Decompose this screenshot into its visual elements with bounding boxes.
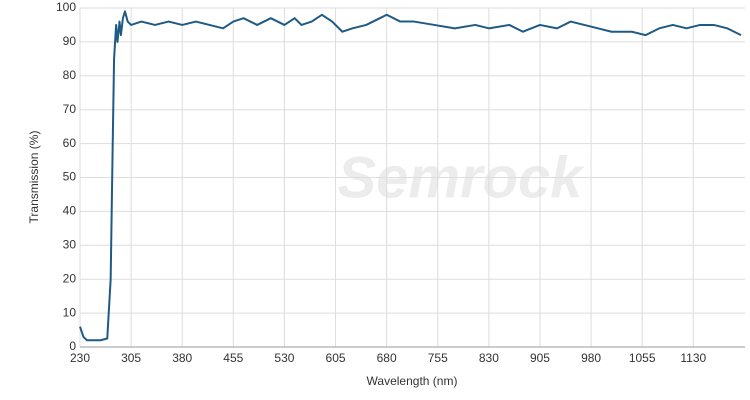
x-tick-label: 305 — [121, 351, 141, 365]
y-tick-label: 50 — [63, 170, 77, 184]
y-tick-label: 100 — [56, 0, 76, 14]
x-tick-label: 530 — [274, 351, 294, 365]
y-tick-label: 20 — [63, 271, 77, 285]
x-tick-label: 680 — [377, 351, 397, 365]
x-tick-label: 605 — [326, 351, 346, 365]
x-tick-label: 230 — [70, 351, 90, 365]
y-tick-label: 80 — [63, 68, 77, 82]
y-tick-label: 40 — [63, 204, 77, 218]
x-tick-label: 755 — [428, 351, 448, 365]
x-tick-label: 380 — [172, 351, 192, 365]
x-tick-label: 455 — [223, 351, 243, 365]
x-tick-label: 1055 — [629, 351, 656, 365]
data-line — [79, 10, 742, 342]
y-tick-label: 70 — [63, 102, 77, 116]
y-tick-label: 30 — [63, 237, 77, 251]
x-tick-label: 980 — [581, 351, 601, 365]
y-tick-label: 90 — [63, 34, 77, 48]
x-tick-label: 1130 — [680, 351, 706, 365]
y-tick-label: 60 — [63, 136, 77, 150]
y-tick-label: 10 — [63, 305, 77, 319]
x-tick-label: 830 — [479, 351, 499, 365]
y-tick-label: 0 — [69, 339, 76, 353]
x-tick-label: 905 — [530, 351, 550, 365]
x-axis-label: Wavelength (nm) — [367, 374, 458, 388]
y-axis-label: Transmission (%) — [27, 131, 41, 224]
